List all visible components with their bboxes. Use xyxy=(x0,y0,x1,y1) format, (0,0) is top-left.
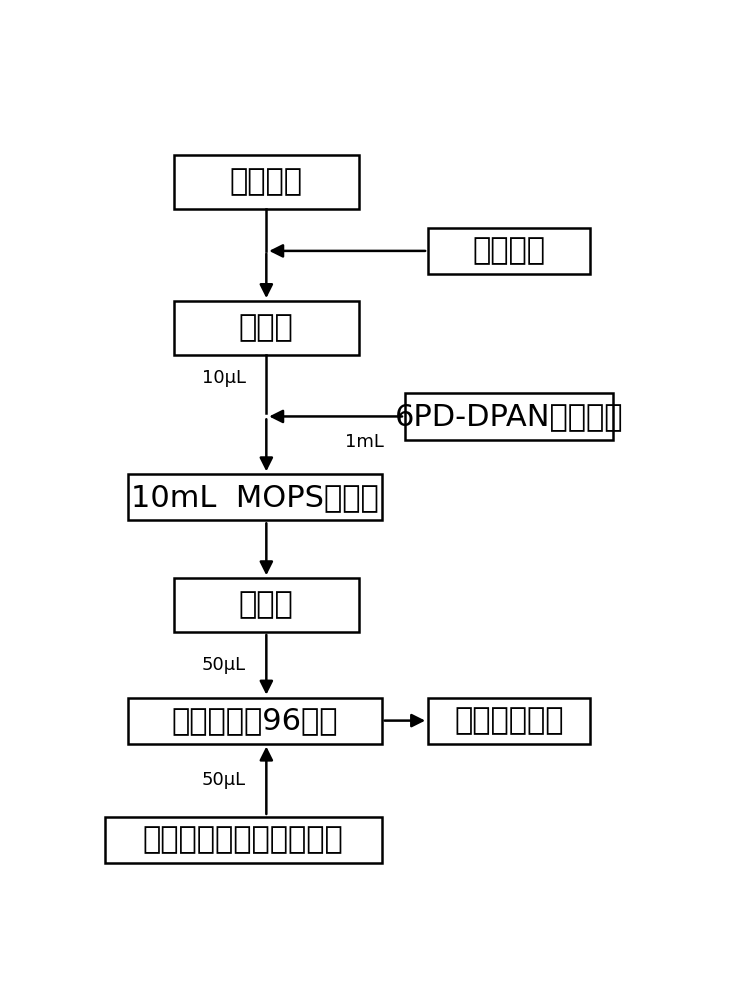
Bar xyxy=(428,698,590,744)
Text: 10mL  MOPS缓冲液: 10mL MOPS缓冲液 xyxy=(131,483,378,512)
Text: 1mL: 1mL xyxy=(345,433,384,451)
Text: 6PD-DPAN荧光探针: 6PD-DPAN荧光探针 xyxy=(395,402,623,431)
Bar xyxy=(174,578,358,632)
Text: 待测菌株: 待测菌株 xyxy=(230,167,302,196)
Text: 50μL: 50μL xyxy=(202,656,246,674)
Text: 一次性无菌96孔板: 一次性无菌96孔板 xyxy=(171,706,338,735)
Text: 50μL: 50μL xyxy=(202,771,246,789)
Bar xyxy=(174,155,358,209)
Bar xyxy=(128,698,381,744)
Bar xyxy=(128,474,381,520)
Text: 生理盐水: 生理盐水 xyxy=(472,236,545,265)
Text: 荧光检测设备: 荧光检测设备 xyxy=(454,706,563,735)
Bar xyxy=(104,817,381,863)
Bar xyxy=(405,393,612,440)
Text: 10μL: 10μL xyxy=(202,369,246,387)
Bar xyxy=(428,228,590,274)
Text: 不同浓度的抗菌药物溶液: 不同浓度的抗菌药物溶液 xyxy=(143,825,343,854)
Text: 混合液: 混合液 xyxy=(239,591,294,620)
Bar xyxy=(174,301,358,355)
Text: 菌悬液: 菌悬液 xyxy=(239,313,294,342)
